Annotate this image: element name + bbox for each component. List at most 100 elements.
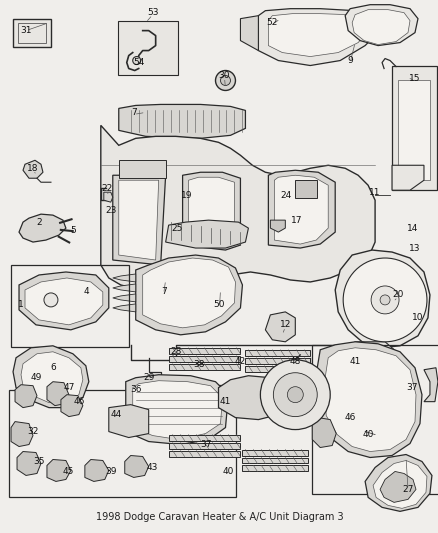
Text: 38: 38	[192, 360, 204, 369]
Text: 12: 12	[279, 320, 290, 329]
Polygon shape	[188, 177, 234, 244]
Bar	[18, 22, 46, 43]
Polygon shape	[218, 376, 288, 419]
Text: 48: 48	[289, 357, 300, 366]
Circle shape	[273, 373, 317, 417]
Text: 53: 53	[147, 8, 158, 17]
Polygon shape	[351, 10, 409, 45]
Text: 39: 39	[105, 467, 116, 476]
Text: 32: 32	[27, 427, 39, 436]
Circle shape	[44, 293, 58, 307]
Text: 18: 18	[27, 164, 39, 173]
Text: 41: 41	[349, 357, 360, 366]
Text: 46: 46	[73, 397, 85, 406]
Polygon shape	[423, 368, 437, 402]
Text: 40: 40	[222, 467, 233, 476]
Polygon shape	[19, 272, 109, 330]
Text: 22: 22	[101, 184, 112, 193]
Text: 52: 52	[266, 18, 277, 27]
Text: 10: 10	[411, 313, 423, 322]
Polygon shape	[113, 294, 135, 302]
Text: 2: 2	[36, 217, 42, 227]
Polygon shape	[258, 9, 379, 66]
Text: 54: 54	[133, 58, 144, 67]
Text: 15: 15	[408, 74, 420, 83]
Polygon shape	[119, 160, 165, 178]
Text: 1998 Dodge Caravan Heater & A/C Unit Diagram 3: 1998 Dodge Caravan Heater & A/C Unit Dia…	[95, 512, 343, 522]
Text: 46: 46	[344, 413, 355, 422]
Text: 7: 7	[160, 287, 166, 296]
Circle shape	[215, 70, 235, 91]
Text: 49: 49	[30, 373, 42, 382]
Text: 30: 30	[218, 71, 230, 80]
Text: 36: 36	[130, 385, 141, 394]
Polygon shape	[23, 160, 43, 178]
Text: 4: 4	[84, 287, 89, 296]
Text: 11: 11	[368, 188, 380, 197]
Text: 20: 20	[392, 290, 403, 300]
Polygon shape	[240, 15, 258, 51]
Polygon shape	[242, 457, 307, 464]
Polygon shape	[245, 358, 310, 364]
Polygon shape	[101, 125, 374, 292]
Bar	[295, 180, 317, 198]
Text: 45: 45	[62, 467, 74, 476]
Text: 25: 25	[170, 224, 182, 232]
Text: 7: 7	[131, 108, 136, 117]
Text: 27: 27	[401, 485, 413, 494]
Text: 35: 35	[33, 457, 45, 466]
Text: 17: 17	[290, 216, 301, 224]
Polygon shape	[119, 180, 158, 260]
Polygon shape	[113, 304, 135, 312]
Polygon shape	[13, 346, 88, 408]
Polygon shape	[268, 14, 369, 56]
Circle shape	[343, 258, 426, 342]
Text: 37: 37	[405, 383, 417, 392]
Text: 28: 28	[170, 348, 181, 356]
Polygon shape	[85, 459, 109, 481]
Polygon shape	[47, 382, 69, 406]
Polygon shape	[270, 220, 285, 232]
Polygon shape	[339, 342, 399, 385]
Text: 6: 6	[50, 363, 56, 372]
Text: 14: 14	[406, 224, 418, 232]
Bar	[13, 19, 51, 46]
Polygon shape	[135, 255, 242, 335]
Text: 29: 29	[143, 373, 154, 382]
Polygon shape	[168, 434, 240, 441]
Polygon shape	[311, 417, 336, 448]
Text: 41: 41	[219, 397, 231, 406]
Bar	[311, 345, 438, 495]
Polygon shape	[335, 250, 429, 348]
Polygon shape	[113, 284, 135, 292]
Polygon shape	[245, 350, 310, 356]
Polygon shape	[242, 465, 307, 472]
Text: 5: 5	[70, 225, 76, 235]
Polygon shape	[274, 175, 328, 244]
Polygon shape	[25, 278, 102, 325]
Polygon shape	[314, 342, 421, 457]
Polygon shape	[47, 459, 71, 481]
Text: 42: 42	[234, 357, 246, 366]
Text: 37: 37	[199, 440, 211, 449]
Text: 43: 43	[147, 463, 158, 472]
Text: 50: 50	[213, 301, 225, 309]
Polygon shape	[21, 352, 83, 402]
Polygon shape	[242, 449, 307, 456]
Polygon shape	[344, 5, 417, 46]
Polygon shape	[61, 394, 83, 417]
Text: 13: 13	[408, 244, 420, 253]
Bar	[117, 21, 177, 76]
Text: 40: 40	[362, 430, 373, 439]
Polygon shape	[113, 274, 135, 282]
Polygon shape	[109, 405, 148, 438]
Polygon shape	[125, 375, 228, 445]
Text: 24: 24	[280, 191, 291, 200]
Polygon shape	[245, 366, 310, 372]
Polygon shape	[391, 165, 423, 190]
Polygon shape	[265, 312, 295, 342]
Circle shape	[132, 56, 141, 64]
Polygon shape	[132, 381, 222, 440]
Polygon shape	[124, 456, 148, 478]
Polygon shape	[17, 451, 41, 475]
